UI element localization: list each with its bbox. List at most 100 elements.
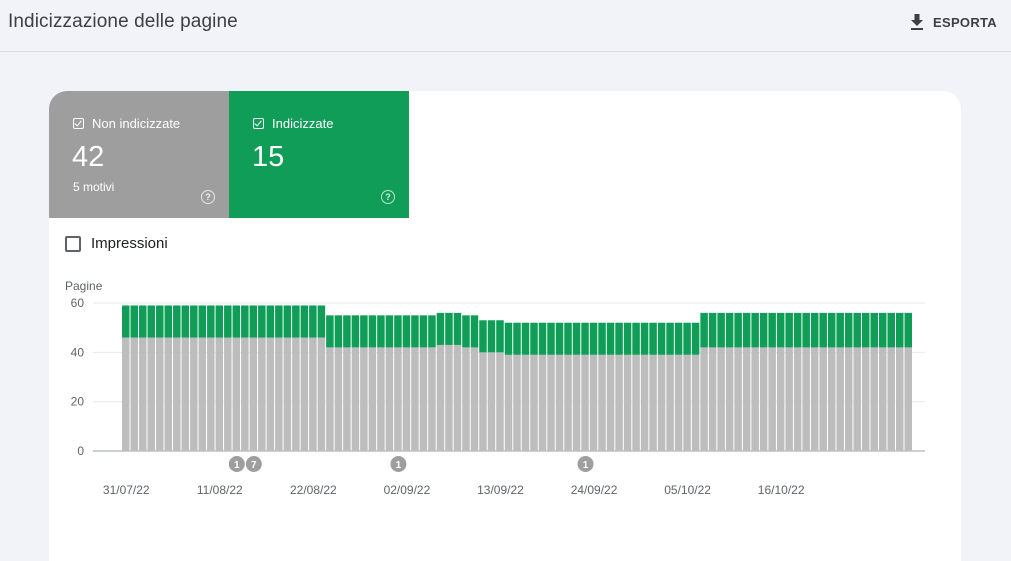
bar-indexed[interactable] bbox=[207, 305, 215, 338]
bar-not-indexed[interactable] bbox=[190, 337, 198, 451]
bar-indexed[interactable] bbox=[878, 312, 887, 348]
bar-not-indexed[interactable] bbox=[836, 347, 844, 451]
bar-indexed[interactable] bbox=[691, 322, 700, 355]
bar-indexed[interactable] bbox=[853, 312, 861, 348]
checkbox-checked-icon[interactable] bbox=[253, 118, 264, 129]
bar-not-indexed[interactable] bbox=[436, 344, 445, 451]
bar-not-indexed[interactable] bbox=[504, 354, 513, 451]
bar-indexed[interactable] bbox=[683, 322, 691, 355]
bar-not-indexed[interactable] bbox=[802, 347, 810, 451]
bar-not-indexed[interactable] bbox=[734, 347, 742, 451]
bar-indexed[interactable] bbox=[666, 322, 674, 355]
bar-indexed[interactable] bbox=[317, 305, 326, 338]
bar-not-indexed[interactable] bbox=[827, 347, 836, 451]
bar-not-indexed[interactable] bbox=[181, 337, 190, 451]
annotation-marker[interactable]: 1 bbox=[228, 456, 245, 472]
bar-indexed[interactable] bbox=[904, 312, 912, 348]
bar-indexed[interactable] bbox=[674, 322, 683, 355]
bar-indexed[interactable] bbox=[224, 305, 232, 338]
bar-not-indexed[interactable] bbox=[215, 337, 224, 451]
bar-not-indexed[interactable] bbox=[742, 347, 751, 451]
bar-indexed[interactable] bbox=[623, 322, 632, 355]
bar-indexed[interactable] bbox=[657, 322, 666, 355]
bar-not-indexed[interactable] bbox=[606, 354, 615, 451]
impressions-toggle[interactable]: Impressioni bbox=[65, 235, 168, 252]
bar-indexed[interactable] bbox=[717, 312, 725, 348]
bar-indexed[interactable] bbox=[598, 322, 606, 355]
bar-not-indexed[interactable] bbox=[317, 337, 326, 451]
bar-indexed[interactable] bbox=[462, 315, 470, 348]
bar-not-indexed[interactable] bbox=[292, 337, 300, 451]
bar-indexed[interactable] bbox=[487, 320, 496, 353]
checkbox-unchecked-icon[interactable] bbox=[65, 235, 81, 252]
annotation-circle[interactable] bbox=[228, 456, 245, 472]
bar-not-indexed[interactable] bbox=[232, 337, 241, 451]
bar-not-indexed[interactable] bbox=[700, 347, 708, 451]
bar-not-indexed[interactable] bbox=[581, 354, 589, 451]
bar-indexed[interactable] bbox=[368, 315, 377, 348]
bar-indexed[interactable] bbox=[547, 322, 555, 355]
bar-indexed[interactable] bbox=[428, 315, 436, 348]
bar-not-indexed[interactable] bbox=[598, 354, 606, 451]
bar-not-indexed[interactable] bbox=[861, 347, 870, 451]
bar-not-indexed[interactable] bbox=[615, 354, 623, 451]
bar-not-indexed[interactable] bbox=[419, 347, 428, 451]
bar-indexed[interactable] bbox=[419, 315, 428, 348]
bar-indexed[interactable] bbox=[870, 312, 878, 348]
bar-not-indexed[interactable] bbox=[453, 344, 462, 451]
bar-not-indexed[interactable] bbox=[164, 337, 173, 451]
help-icon[interactable]: ? bbox=[201, 190, 215, 204]
bar-not-indexed[interactable] bbox=[521, 354, 530, 451]
bar-not-indexed[interactable] bbox=[309, 337, 317, 451]
bar-not-indexed[interactable] bbox=[691, 354, 700, 451]
bar-not-indexed[interactable] bbox=[487, 352, 496, 451]
bar-not-indexed[interactable] bbox=[887, 347, 895, 451]
bar-indexed[interactable] bbox=[215, 305, 224, 338]
bar-not-indexed[interactable] bbox=[538, 354, 547, 451]
bar-indexed[interactable] bbox=[785, 312, 793, 348]
bar-not-indexed[interactable] bbox=[156, 337, 164, 451]
bar-not-indexed[interactable] bbox=[530, 354, 538, 451]
bar-not-indexed[interactable] bbox=[385, 347, 394, 451]
bar-not-indexed[interactable] bbox=[589, 354, 598, 451]
bar-indexed[interactable] bbox=[309, 305, 317, 338]
bar-indexed[interactable] bbox=[742, 312, 751, 348]
bar-not-indexed[interactable] bbox=[130, 337, 139, 451]
bar-not-indexed[interactable] bbox=[810, 347, 819, 451]
bar-indexed[interactable] bbox=[275, 305, 283, 338]
bar-not-indexed[interactable] bbox=[513, 354, 521, 451]
bar-indexed[interactable] bbox=[190, 305, 198, 338]
bar-not-indexed[interactable] bbox=[462, 347, 470, 451]
help-icon[interactable]: ? bbox=[381, 190, 395, 204]
bar-not-indexed[interactable] bbox=[819, 347, 827, 451]
bar-not-indexed[interactable] bbox=[785, 347, 793, 451]
bar-indexed[interactable] bbox=[411, 315, 419, 348]
bar-indexed[interactable] bbox=[802, 312, 810, 348]
bar-indexed[interactable] bbox=[589, 322, 598, 355]
bar-not-indexed[interactable] bbox=[666, 354, 674, 451]
bar-not-indexed[interactable] bbox=[776, 347, 785, 451]
bar-not-indexed[interactable] bbox=[564, 354, 572, 451]
bar-indexed[interactable] bbox=[776, 312, 785, 348]
bar-not-indexed[interactable] bbox=[555, 354, 564, 451]
bar-indexed[interactable] bbox=[445, 312, 453, 345]
bar-indexed[interactable] bbox=[130, 305, 139, 338]
bar-not-indexed[interactable] bbox=[768, 347, 776, 451]
bar-not-indexed[interactable] bbox=[241, 337, 249, 451]
bar-indexed[interactable] bbox=[181, 305, 190, 338]
bar-indexed[interactable] bbox=[513, 322, 521, 355]
bar-indexed[interactable] bbox=[479, 320, 487, 353]
bar-not-indexed[interactable] bbox=[275, 337, 283, 451]
bar-not-indexed[interactable] bbox=[878, 347, 887, 451]
bar-indexed[interactable] bbox=[810, 312, 819, 348]
bar-not-indexed[interactable] bbox=[683, 354, 691, 451]
bar-not-indexed[interactable] bbox=[224, 337, 232, 451]
bar-not-indexed[interactable] bbox=[904, 347, 912, 451]
bar-not-indexed[interactable] bbox=[895, 347, 904, 451]
bar-not-indexed[interactable] bbox=[632, 354, 640, 451]
bar-indexed[interactable] bbox=[402, 315, 411, 348]
bar-indexed[interactable] bbox=[453, 312, 462, 345]
bar-not-indexed[interactable] bbox=[708, 347, 717, 451]
bar-indexed[interactable] bbox=[530, 322, 538, 355]
bar-not-indexed[interactable] bbox=[759, 347, 768, 451]
